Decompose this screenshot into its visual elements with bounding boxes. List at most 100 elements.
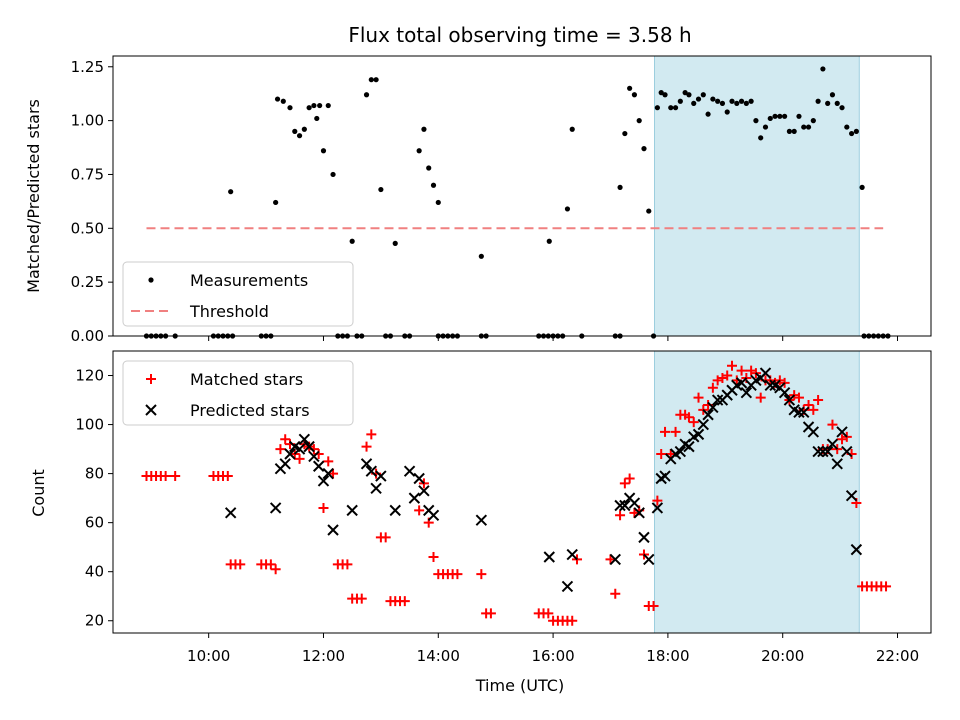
measurement-point xyxy=(734,100,740,106)
measurement-point xyxy=(786,128,793,134)
x-tick-label: 20:00 xyxy=(761,647,804,665)
x-tick-label: 14:00 xyxy=(417,647,460,665)
predicted-star-point xyxy=(427,509,440,522)
measurement-point xyxy=(646,208,652,214)
matched-star-point xyxy=(827,419,838,430)
measurement-point xyxy=(677,98,683,104)
measurement-point xyxy=(767,115,773,122)
predicted-star-point xyxy=(633,507,645,519)
measurement-point xyxy=(682,90,688,96)
predicted-star-point xyxy=(566,548,578,561)
matched-star-point xyxy=(793,392,804,403)
matched-star-point xyxy=(270,564,281,575)
measurement-point xyxy=(724,109,730,115)
ratio-panel: 0.00 0.25 0.50 0.75 1.00 1.25 Measurements Thre… xyxy=(71,55,932,345)
measurement-point xyxy=(296,133,303,139)
predicted-star-point xyxy=(831,458,843,470)
x-tick-label: 16:00 xyxy=(531,647,574,665)
matched-star-point xyxy=(683,412,694,423)
matched-star-point xyxy=(275,444,286,455)
predicted-star-point xyxy=(418,485,430,497)
matched-star-point xyxy=(170,471,181,482)
predicted-star-point xyxy=(308,450,320,463)
count-panel: 20 40 60 80 100 120 10:00 12:00 14:00 16:00 18:00 2… xyxy=(75,350,932,665)
count-legend: Matched stars Predicted stars xyxy=(122,360,354,426)
measurement-point xyxy=(662,92,668,98)
measurement-point xyxy=(627,85,633,91)
measurement-point xyxy=(306,105,312,111)
measurement-point xyxy=(695,96,702,102)
ratio-y-tick-label: 1.00 xyxy=(71,112,104,130)
matched-star-point xyxy=(567,615,578,626)
predicted-star-point xyxy=(807,426,820,438)
measurement-point xyxy=(859,184,865,190)
predicted-star-point xyxy=(812,445,824,458)
measurement-point xyxy=(378,186,384,193)
measurement-point xyxy=(330,171,336,178)
predicted-star-point xyxy=(389,504,401,517)
legend-marker-matched xyxy=(146,374,156,384)
matched-star-point xyxy=(366,429,377,440)
measurement-point xyxy=(426,165,432,171)
predicted-star-point xyxy=(224,507,237,519)
measurement-point xyxy=(758,135,764,141)
matched-star-point xyxy=(235,559,246,570)
matched-star-point xyxy=(452,569,463,580)
measurement-point xyxy=(617,184,623,190)
measurement-point xyxy=(834,100,840,106)
predicted-star-point xyxy=(702,409,714,421)
matched-star-point xyxy=(294,453,305,464)
predicted-star-point xyxy=(826,438,839,450)
measurement-point xyxy=(844,124,850,130)
measurement-point xyxy=(839,105,845,111)
measurement-point xyxy=(796,113,802,119)
measurement-point xyxy=(829,92,836,98)
ratio-y-axis-label: Matched/Predicted stars xyxy=(24,99,43,293)
ratio-y-tick-label: 0.25 xyxy=(71,273,104,291)
measurement-point xyxy=(274,96,281,102)
x-tick-label: 12:00 xyxy=(302,647,345,665)
ratio-y-tick-label: 0.75 xyxy=(71,165,104,183)
predicted-star-point xyxy=(317,475,330,487)
measurement-point xyxy=(301,126,307,132)
measurement-point xyxy=(363,92,370,98)
predicted-star-point xyxy=(759,367,772,379)
predicted-star-point xyxy=(614,499,626,512)
measurement-point xyxy=(848,130,855,137)
predicted-star-point xyxy=(821,445,834,458)
legend-marker-predicted xyxy=(145,404,157,416)
measurement-point xyxy=(672,105,679,111)
matched-star-point xyxy=(361,441,372,452)
measurement-point xyxy=(668,105,674,111)
predicted-star-point xyxy=(619,499,631,512)
matched-star-point xyxy=(688,417,699,428)
matched-star-point xyxy=(160,471,171,482)
x-tick-label: 18:00 xyxy=(646,647,689,665)
predicted-star-point xyxy=(609,553,621,566)
predicted-star-point xyxy=(841,445,853,458)
predicted-star-point xyxy=(643,553,655,566)
predicted-star-point xyxy=(628,497,641,509)
measurement-point xyxy=(658,90,664,96)
measurement-point xyxy=(853,128,859,134)
measurement-point xyxy=(641,146,647,152)
predicted-star-point xyxy=(279,458,291,470)
predicted-star-point xyxy=(365,465,378,477)
measurement-point xyxy=(478,253,484,259)
measurement-point xyxy=(715,98,721,104)
predicted-star-point xyxy=(692,428,705,441)
measurement-point xyxy=(349,238,355,244)
predicted-star-point xyxy=(683,440,695,453)
count-y-tick-label: 60 xyxy=(85,514,104,532)
matched-star-point xyxy=(755,392,766,403)
count-axes-frame xyxy=(112,350,932,634)
measurement-point xyxy=(430,182,437,188)
measurement-point xyxy=(622,130,628,137)
matched-star-point xyxy=(670,426,681,437)
matched-star-point xyxy=(624,473,635,484)
predicted-star-point xyxy=(284,448,296,460)
ratio-y-tick-label: 0.00 xyxy=(71,327,104,345)
measurement-point xyxy=(311,102,317,109)
predicted-star-point xyxy=(298,433,311,445)
measurement-point xyxy=(287,105,293,111)
